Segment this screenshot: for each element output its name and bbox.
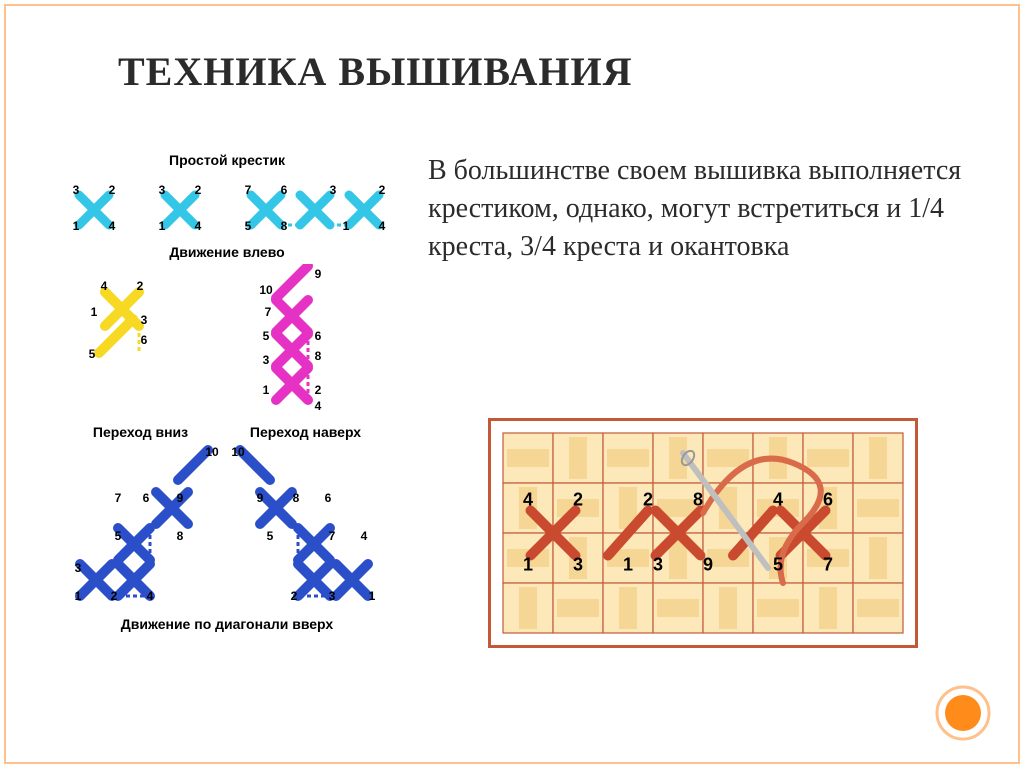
svg-text:6: 6 [315,329,322,343]
caption-simple: Простой крестик [62,152,392,168]
svg-text:2: 2 [291,589,298,603]
svg-text:6: 6 [143,491,150,505]
svg-text:4: 4 [523,490,533,510]
svg-text:3: 3 [73,183,80,197]
svg-text:1: 1 [73,219,80,233]
svg-text:3: 3 [329,589,336,603]
svg-text:10: 10 [205,445,219,459]
svg-text:1: 1 [523,555,533,575]
svg-text:5: 5 [89,347,96,361]
svg-text:1: 1 [91,305,98,319]
svg-text:7: 7 [115,491,122,505]
slide-title: ТЕХНИКА ВЫШИВАНИЯ [118,48,633,95]
svg-text:4: 4 [379,219,386,233]
caption-down: Переход вниз [93,424,188,440]
svg-text:7: 7 [265,305,272,319]
svg-text:3: 3 [75,561,82,575]
svg-text:6: 6 [281,183,288,197]
svg-text:5: 5 [263,329,270,343]
svg-text:2: 2 [109,183,116,197]
caption-left: Движение влево [62,244,392,260]
svg-text:3: 3 [330,183,337,197]
svg-text:3: 3 [653,555,663,575]
svg-text:8: 8 [281,219,288,233]
svg-text:1: 1 [263,383,270,397]
svg-text:5: 5 [267,529,274,543]
svg-text:5: 5 [773,555,783,575]
svg-text:10: 10 [231,445,245,459]
svg-text:1: 1 [343,219,350,233]
svg-text:5: 5 [245,219,252,233]
svg-text:6: 6 [141,333,148,347]
svg-text:1: 1 [623,555,633,575]
svg-text:2: 2 [379,183,386,197]
svg-text:4: 4 [315,399,322,413]
caption-diag: Движение по диагонали вверх [62,616,392,632]
svg-text:2: 2 [111,589,118,603]
svg-text:3: 3 [263,353,270,367]
diagram-transitions: 4 2 1 3 5 6 9 10 7 5 6 8 3 1 2 4 [62,264,392,424]
svg-text:1: 1 [369,589,376,603]
svg-text:5: 5 [115,529,122,543]
svg-text:9: 9 [703,555,713,575]
svg-text:6: 6 [325,491,332,505]
svg-text:4: 4 [773,490,783,510]
svg-text:2: 2 [137,279,144,293]
fabric-diagram: 4213284613957 [488,418,918,648]
svg-text:9: 9 [177,491,184,505]
svg-text:2: 2 [315,383,322,397]
svg-text:4: 4 [109,219,116,233]
diagram-simple-cross: 3 2 1 4 3 2 1 4 7 6 3 2 5 8 1 4 [62,172,392,238]
svg-text:8: 8 [315,349,322,363]
svg-text:4: 4 [147,589,154,603]
diagram-diagonal: 10 7 6 9 5 8 3 1 2 4 10 9 8 6 5 7 4 2 3 1 [62,440,392,610]
svg-text:7: 7 [823,555,833,575]
svg-text:8: 8 [693,490,703,510]
caption-up: Переход наверх [250,424,361,440]
svg-text:10: 10 [259,283,273,297]
svg-text:2: 2 [195,183,202,197]
body-paragraph: В большинстве своем вышивка выполняется … [428,152,984,265]
svg-text:3: 3 [573,555,583,575]
svg-text:7: 7 [329,529,336,543]
svg-text:4: 4 [195,219,202,233]
svg-text:8: 8 [177,529,184,543]
svg-text:8: 8 [293,491,300,505]
svg-text:4: 4 [361,529,368,543]
svg-text:2: 2 [573,490,583,510]
svg-text:1: 1 [75,589,82,603]
corner-accent-dot [928,678,998,748]
svg-text:3: 3 [159,183,166,197]
stitch-diagrams: Простой крестик 3214321476325814 Движени… [62,146,392,636]
svg-text:2: 2 [643,490,653,510]
svg-text:9: 9 [257,491,264,505]
svg-text:4: 4 [101,279,108,293]
svg-text:3: 3 [141,313,148,327]
svg-text:1: 1 [159,219,166,233]
svg-text:7: 7 [245,183,252,197]
svg-text:6: 6 [823,490,833,510]
svg-text:9: 9 [315,267,322,281]
